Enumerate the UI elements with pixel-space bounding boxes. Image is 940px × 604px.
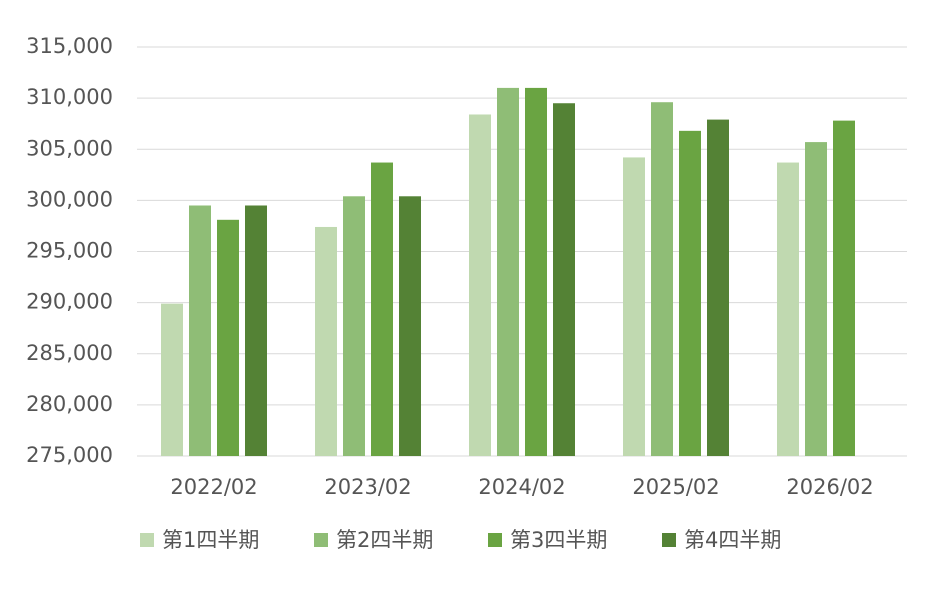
y-tick-label: 300,000 bbox=[26, 187, 113, 211]
legend-swatch bbox=[488, 533, 502, 547]
x-tick-label: 2024/02 bbox=[478, 475, 565, 499]
y-tick-label: 275,000 bbox=[26, 443, 113, 467]
bar bbox=[805, 142, 827, 456]
x-tick-label: 2022/02 bbox=[170, 475, 257, 499]
bar bbox=[679, 130, 701, 456]
x-tick-label: 2023/02 bbox=[324, 475, 411, 499]
y-tick-label: 305,000 bbox=[26, 136, 113, 160]
bar bbox=[707, 119, 729, 456]
bar bbox=[343, 196, 365, 456]
bar bbox=[245, 205, 267, 456]
legend-swatch bbox=[314, 533, 328, 547]
bar bbox=[833, 120, 855, 457]
legend-label: 第3四半期 bbox=[510, 528, 607, 552]
legend-swatch bbox=[662, 533, 676, 547]
bar bbox=[777, 162, 799, 457]
x-tick-label: 2026/02 bbox=[786, 475, 873, 499]
y-tick-label: 280,000 bbox=[26, 392, 113, 416]
y-tick-label: 310,000 bbox=[26, 85, 113, 109]
legend-label: 第1四半期 bbox=[162, 528, 259, 552]
legend-swatch bbox=[140, 533, 154, 547]
bar bbox=[623, 157, 645, 456]
bar bbox=[497, 87, 519, 457]
bar bbox=[315, 226, 337, 456]
bar bbox=[161, 303, 183, 456]
bar bbox=[651, 102, 673, 456]
bar bbox=[371, 162, 393, 457]
legend-label: 第2四半期 bbox=[336, 528, 433, 552]
bar bbox=[553, 103, 575, 457]
bar bbox=[525, 87, 547, 457]
y-tick-label: 285,000 bbox=[26, 341, 113, 365]
bar bbox=[189, 205, 211, 456]
y-tick-label: 315,000 bbox=[26, 34, 113, 58]
y-tick-label: 290,000 bbox=[26, 290, 113, 314]
x-tick-label: 2025/02 bbox=[632, 475, 719, 499]
y-tick-label: 295,000 bbox=[26, 239, 113, 263]
bar bbox=[399, 196, 421, 456]
legend-label: 第4四半期 bbox=[684, 528, 781, 552]
bar bbox=[469, 114, 491, 457]
bar bbox=[217, 219, 239, 456]
